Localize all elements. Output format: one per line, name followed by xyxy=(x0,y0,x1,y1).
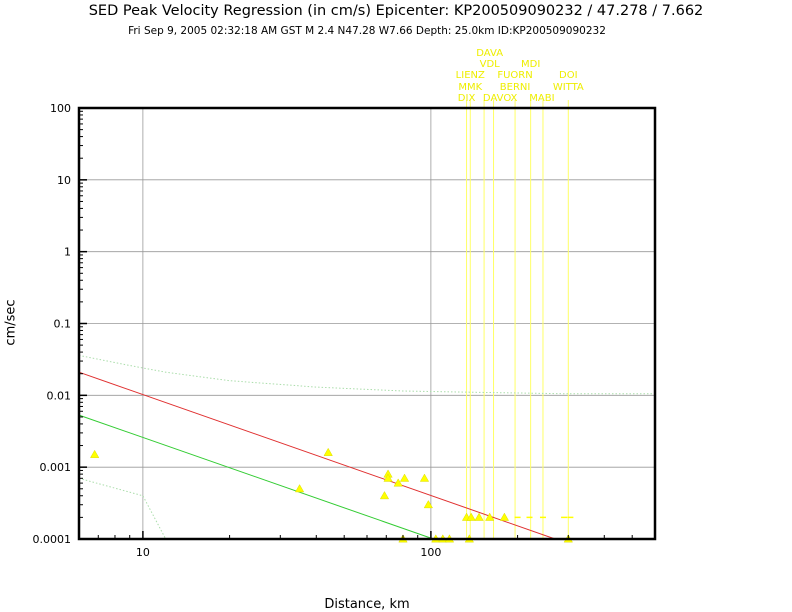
station-label: DAVOX xyxy=(483,93,518,104)
data-point xyxy=(474,512,484,521)
station-label: MDI xyxy=(521,59,540,70)
station-label: DOI xyxy=(559,70,578,81)
x-tick-label: 10 xyxy=(136,546,150,559)
station-label: WITTA xyxy=(553,82,584,93)
station-label: VDL xyxy=(480,59,501,70)
axis-ticks: 0.0001 0.001 0.01 0.1 1 10 100 10 100 xyxy=(33,102,633,559)
data-point xyxy=(90,449,100,458)
station-label: DAVA xyxy=(476,48,503,59)
data-point xyxy=(485,512,495,521)
station-lines xyxy=(466,100,569,539)
data-point xyxy=(393,478,403,487)
regression-line-2 xyxy=(78,414,434,540)
data-point xyxy=(466,512,476,521)
data-point xyxy=(379,491,390,500)
station-label: DIX xyxy=(458,93,476,104)
data-point xyxy=(423,500,433,509)
y-tick-label: 1 xyxy=(64,246,71,259)
data-point xyxy=(499,512,510,521)
y-tick-label: 0.01 xyxy=(47,389,72,402)
station-label: MABI xyxy=(529,93,554,104)
y-tick-label: 100 xyxy=(50,102,71,115)
data-point xyxy=(323,447,333,456)
x-axis-label: Distance, km xyxy=(324,597,410,612)
regression-line-1 xyxy=(78,371,556,540)
data-point xyxy=(399,473,410,482)
chart-title: SED Peak Velocity Regression (in cm/s) E… xyxy=(88,3,704,19)
regression-curves xyxy=(78,354,655,540)
y-axis-label: cm/sec xyxy=(3,299,19,346)
chart-subtitle: Fri Sep 9, 2005 02:32:18 AM GST M 2.4 N4… xyxy=(128,25,606,37)
y-tick-label: 0.0001 xyxy=(33,533,72,546)
y-tick-label: 10 xyxy=(57,174,71,187)
station-label: BERNI xyxy=(500,82,531,93)
x-tick-label: 100 xyxy=(420,546,441,559)
data-points xyxy=(90,447,574,543)
y-tick-label: 0.001 xyxy=(40,461,72,474)
station-label: FUORN xyxy=(497,70,532,81)
data-point xyxy=(383,473,393,482)
data-point xyxy=(294,484,305,493)
y-tick-label: 0.1 xyxy=(54,318,72,331)
regression-line-3 xyxy=(78,354,655,395)
data-point xyxy=(419,473,430,482)
regression-line-4 xyxy=(78,477,167,540)
station-label: LIENZ xyxy=(456,70,485,81)
station-label: MMK xyxy=(458,82,482,93)
